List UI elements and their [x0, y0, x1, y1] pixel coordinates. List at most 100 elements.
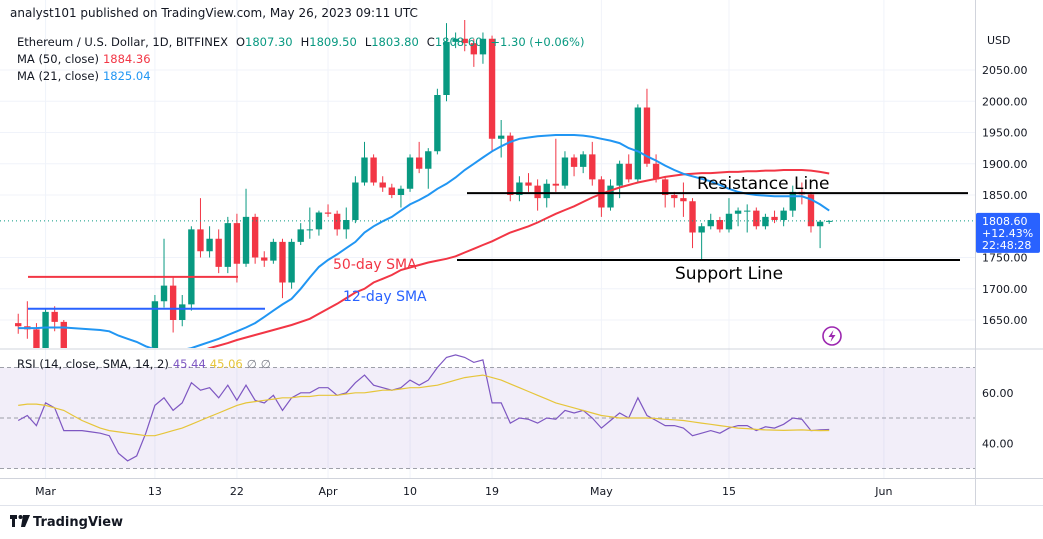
- ohlc-key: L: [364, 35, 372, 49]
- candle-body: [452, 38, 459, 42]
- candle-body: [333, 213, 341, 230]
- candle-body: [242, 216, 250, 264]
- candle-body: [771, 216, 778, 220]
- candle-body: [616, 163, 623, 186]
- y-tick-label: 1700.00: [982, 283, 1028, 296]
- rsi-title: RSI (14, close, SMA, 14, 2): [17, 357, 169, 371]
- candle-body: [625, 163, 632, 180]
- rsi-value: 45.06: [209, 357, 243, 371]
- alert-icon: [822, 326, 842, 346]
- rsi-extra: ∅: [246, 357, 257, 371]
- candle-body: [288, 241, 295, 283]
- candle-body: [160, 285, 168, 302]
- candle-body: [543, 183, 550, 199]
- candle-body: [15, 323, 22, 327]
- ma-name: MA (50, close): [17, 52, 99, 66]
- candle-body: [425, 151, 432, 169]
- candle-body: [807, 194, 815, 227]
- candle-body: [197, 229, 204, 252]
- ma-item: MA (50, close) 1884.36: [17, 52, 155, 66]
- candle-body: [525, 182, 532, 186]
- candle-body: [370, 157, 377, 183]
- moving-average: [206, 169, 830, 348]
- candle-body: [734, 210, 742, 214]
- currency: USD: [987, 34, 1011, 47]
- candle-body: [415, 157, 423, 169]
- y-tick-label: 2000.00: [982, 95, 1028, 108]
- candle-body: [224, 223, 231, 267]
- x-tick-label: 10: [403, 485, 417, 498]
- candle-body: [634, 107, 642, 180]
- annotation-text: 50-day SMA: [333, 257, 417, 273]
- ohlc-item: O1807.30: [236, 35, 297, 49]
- candle-body: [434, 95, 441, 152]
- candle-body: [497, 135, 505, 139]
- price-change: +12.43%: [982, 227, 1033, 240]
- candle-body: [534, 185, 541, 199]
- candle-body: [488, 38, 496, 139]
- candle-body: [716, 220, 724, 230]
- x-tick-label: 13: [148, 485, 162, 498]
- candle-body: [570, 157, 578, 167]
- candle-body: [379, 182, 386, 188]
- publisher-line: analyst101 published on TradingView.com,…: [10, 6, 422, 20]
- y-tick-label: 1650.00: [982, 314, 1028, 327]
- candle-body: [206, 238, 213, 252]
- candle-body: [561, 157, 569, 186]
- candle-body: [270, 241, 277, 261]
- ohlc-item: L1803.80: [365, 35, 423, 49]
- legend-row: Ethereum / U.S. Dollar, 1D, BITFINEX O180…: [17, 35, 592, 49]
- candle-body: [762, 216, 769, 227]
- candle-body: [306, 229, 314, 231]
- candle-body: [680, 198, 687, 202]
- ma-legend: MA (50, close) 1884.36 MA (21, close) 1825.…: [17, 52, 155, 86]
- ma-value: 1884.36: [102, 52, 151, 66]
- ohlc-value: 1803.80: [371, 35, 419, 49]
- candle-body: [780, 210, 787, 220]
- candle-body: [753, 210, 760, 227]
- ohlc-item: H1809.50: [301, 35, 361, 49]
- candle-body: [251, 216, 259, 258]
- candle-body: [579, 154, 587, 167]
- ohlc-item: C1808.60: [427, 35, 487, 49]
- y-tick-label: 1900.00: [982, 158, 1028, 171]
- candle-body: [343, 220, 350, 230]
- rsi-legend: RSI (14, close, SMA, 14, 2) 45.44 45.06 ∅ ∅: [17, 357, 275, 371]
- candle-body: [607, 185, 614, 208]
- candle-body: [516, 182, 523, 195]
- annotation-text: Support Line: [675, 264, 783, 284]
- rsi-value: 45.44: [172, 357, 206, 371]
- rsi-tick-label: 60.00: [982, 387, 1014, 400]
- rsi-extra: ∅: [260, 357, 271, 371]
- x-tick-label: Mar: [35, 485, 56, 498]
- candle-body: [789, 191, 796, 211]
- x-tick-label: May: [590, 485, 613, 498]
- candle-body: [652, 163, 660, 180]
- candle-body: [470, 43, 478, 55]
- candle-body: [388, 187, 396, 195]
- moving-average: [18, 134, 830, 348]
- candle-body: [725, 213, 733, 230]
- brand: TradingView: [33, 515, 123, 530]
- candle-body: [179, 304, 186, 320]
- candle-body: [826, 220, 833, 222]
- candle-body: [33, 329, 40, 348]
- candle-body: [443, 41, 450, 95]
- candle-body: [397, 188, 405, 195]
- ohlc-key: H: [300, 35, 310, 49]
- candle-body: [661, 179, 669, 195]
- ma-value: 1825.04: [102, 69, 151, 83]
- candle-body: [698, 226, 705, 233]
- symbol-title: Ethereum / U.S. Dollar, 1D, BITFINEX: [17, 35, 228, 49]
- candle-body: [315, 212, 323, 230]
- ohlc-key: O: [235, 35, 246, 49]
- candle-body: [689, 201, 696, 233]
- ohlc-key: C: [426, 35, 435, 49]
- candle-body: [297, 229, 304, 242]
- ohlc-value: 1808.60: [434, 35, 483, 49]
- x-tick-label: 22: [230, 485, 244, 498]
- x-tick-label: 15: [722, 485, 736, 498]
- candle-body: [643, 107, 651, 164]
